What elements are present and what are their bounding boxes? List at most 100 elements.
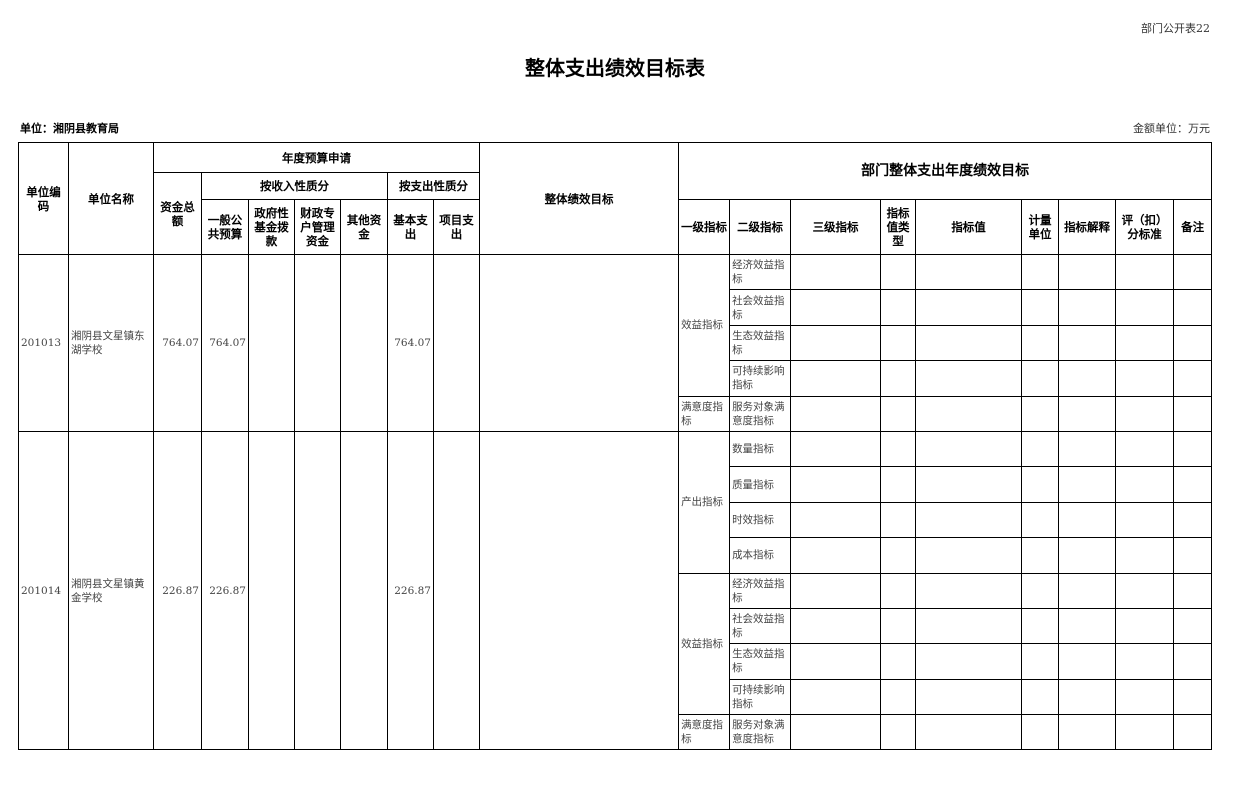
- value-type-cell: [880, 501, 917, 539]
- project-cell: [432, 254, 481, 432]
- level3-cell: [790, 395, 882, 432]
- explain-cell: [1058, 714, 1117, 751]
- other-cell: [340, 254, 388, 432]
- level3-cell: [790, 430, 882, 468]
- measure-unit-cell: [1021, 607, 1060, 645]
- score-cell: [1115, 360, 1175, 397]
- remark-cell: [1173, 572, 1213, 609]
- overall-goal-cell: [479, 430, 680, 751]
- header-gov-fund: 政府性基金拨款: [248, 199, 295, 255]
- level2-indicator-cell: 质量指标: [729, 466, 792, 503]
- level3-cell: [790, 607, 882, 645]
- explain-cell: [1058, 324, 1117, 362]
- table-row: 质量指标: [19, 466, 1213, 503]
- level1-indicator-cell: 满意度指标: [678, 714, 731, 751]
- basic-cell: 764.07: [387, 254, 434, 432]
- fiscal-cell: [294, 430, 341, 751]
- remark-cell: [1173, 289, 1213, 326]
- gov-fund-cell: [248, 430, 295, 751]
- measure-unit-cell: [1021, 324, 1060, 362]
- measure-unit-cell: [1021, 253, 1060, 291]
- remark-cell: [1173, 643, 1213, 680]
- header-level2: 二级指标: [729, 199, 792, 255]
- explain-cell: [1058, 289, 1117, 326]
- table-row: 可持续影响指标: [19, 678, 1213, 716]
- table-row: 201014 湘阴县文星镇黄金学校 226.87 226.87 226.87 产出指标 数量…: [18, 430, 1213, 751]
- score-cell: [1115, 324, 1175, 362]
- level1-indicator-cell: 效益指标: [678, 254, 731, 397]
- level2-indicator-cell: 经济效益指标: [729, 253, 792, 291]
- value-type-cell: [880, 360, 917, 397]
- score-cell: [1115, 289, 1175, 326]
- score-cell: [1115, 678, 1175, 716]
- explain-cell: [1058, 678, 1117, 716]
- level2-indicator-cell: 可持续影响指标: [729, 678, 792, 716]
- value-type-cell: [880, 537, 917, 574]
- table-row: 满意度指标 服务对象满意度指标: [19, 395, 1213, 432]
- remark-cell: [1173, 607, 1213, 645]
- basic-cell: 226.87: [387, 430, 434, 751]
- score-cell: [1115, 643, 1175, 680]
- score-cell: [1115, 572, 1175, 609]
- value-cell: [915, 253, 1023, 291]
- level1-indicator-cell: 效益指标: [678, 572, 731, 716]
- header-general: 一般公共预算: [201, 199, 249, 255]
- value-type-cell: [880, 714, 917, 751]
- other-cell: [340, 430, 388, 751]
- header-value: 指标值: [915, 199, 1023, 255]
- value-cell: [915, 643, 1023, 680]
- total-cell: 226.87: [153, 430, 202, 751]
- measure-unit-cell: [1021, 360, 1060, 397]
- level2-indicator-cell: 数量指标: [729, 430, 792, 468]
- value-type-cell: [880, 572, 917, 609]
- table-row: 201013 湘阴县文星镇东湖学校 764.07 764.07 764.07 效益指标 经济…: [18, 253, 1213, 432]
- table-row: 生态效益指标: [19, 643, 1213, 680]
- value-cell: [915, 466, 1023, 503]
- measure-unit-cell: [1021, 714, 1060, 751]
- measure-unit-cell: [1021, 572, 1060, 609]
- score-cell: [1115, 466, 1175, 503]
- value-type-cell: [880, 324, 917, 362]
- header-by-expense: 按支出性质分: [386, 172, 481, 200]
- remark-cell: [1173, 501, 1213, 539]
- explain-cell: [1058, 537, 1117, 574]
- explain-cell: [1058, 466, 1117, 503]
- level3-cell: [790, 289, 882, 326]
- table-row: 成本指标: [19, 537, 1213, 574]
- unit-code-cell: 201013: [18, 254, 69, 432]
- value-cell: [915, 572, 1023, 609]
- remark-cell: [1173, 253, 1213, 291]
- explain-cell: [1058, 572, 1117, 609]
- level1-indicator-cell: 产出指标: [678, 430, 731, 574]
- form-number: 部门公开表22: [1141, 22, 1210, 35]
- header-level1: 一级指标: [678, 199, 731, 255]
- value-type-cell: [880, 607, 917, 645]
- explain-cell: [1058, 395, 1117, 432]
- value-cell: [915, 430, 1023, 468]
- value-type-cell: [880, 643, 917, 680]
- level1-indicator-cell: 满意度指标: [678, 395, 731, 432]
- measure-unit-cell: [1021, 678, 1060, 716]
- level3-cell: [790, 360, 882, 397]
- header-code: 单位编码: [18, 142, 69, 255]
- table-row: 社会效益指标: [19, 289, 1213, 326]
- remark-cell: [1173, 714, 1213, 751]
- measure-unit-cell: [1021, 643, 1060, 680]
- unit-code-cell: 201014: [18, 430, 69, 751]
- unit-name-cell: 湘阴县文星镇黄金学校: [68, 430, 154, 751]
- general-cell: 226.87: [201, 430, 249, 751]
- level2-indicator-cell: 社会效益指标: [729, 289, 792, 326]
- remark-cell: [1173, 678, 1213, 716]
- explain-cell: [1058, 643, 1117, 680]
- header-other: 其他资金: [340, 199, 388, 255]
- gov-fund-cell: [248, 254, 295, 432]
- header-explain: 指标解释: [1058, 199, 1117, 255]
- measure-unit-cell: [1021, 537, 1060, 574]
- score-cell: [1115, 395, 1175, 432]
- score-cell: [1115, 253, 1175, 291]
- remark-cell: [1173, 395, 1213, 432]
- header-score: 评（扣）分标准: [1115, 199, 1175, 255]
- measure-unit-cell: [1021, 430, 1060, 468]
- level3-cell: [790, 324, 882, 362]
- level3-cell: [790, 501, 882, 539]
